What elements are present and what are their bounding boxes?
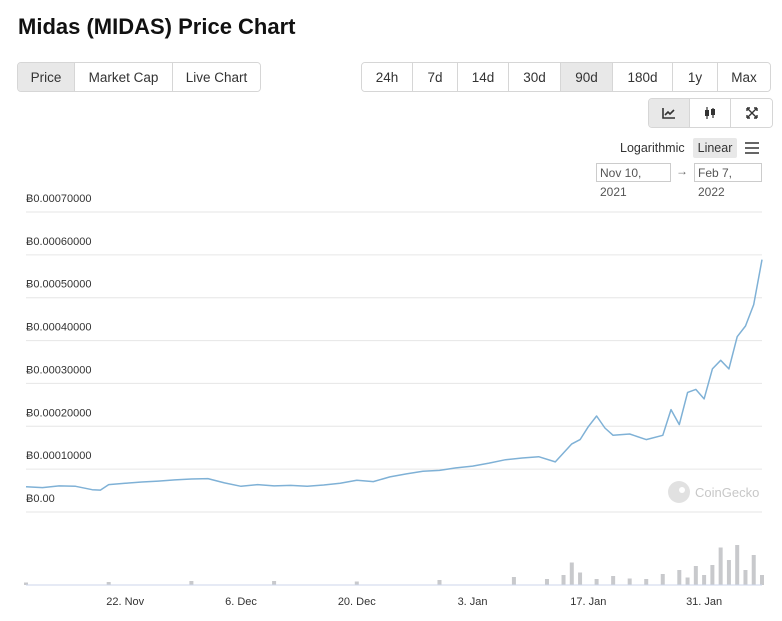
volume-bar [511,577,516,585]
date-range-arrow: → [676,164,688,178]
x-tick-label: 3. Jan [458,596,488,608]
fullscreen-button[interactable] [731,99,772,127]
x-tick-label: 17. Jan [570,596,606,608]
volume-bar [685,577,690,585]
linear-toggle[interactable]: Linear [692,138,738,158]
volume-bar [437,580,442,585]
volume-bar [726,560,731,585]
range-7d[interactable]: 7d [413,63,458,91]
date-to-input[interactable]: Feb 7, 2022 [694,163,762,199]
chart-tools [648,98,773,128]
page-title: Midas (MIDAS) Price Chart [18,14,296,39]
volume-bar [354,581,359,585]
candlestick-icon [705,107,715,119]
volume-bar [544,579,549,585]
x-tick-label: 31. Jan [686,596,722,608]
menu-icon[interactable] [745,142,760,154]
x-tick-label: 6. Dec [225,596,257,608]
volume-bar [743,570,748,585]
volume-bar [106,582,111,585]
line-chart-button[interactable] [649,99,690,127]
y-tick-label: Ƀ0.00 [26,493,55,505]
volume-bar [569,562,574,585]
volume-bar [272,581,277,585]
tab-price[interactable]: Price [18,63,75,91]
volume-bar [189,581,194,585]
range-tabs: 24h 7d 14d 30d 90d 180d 1y Max [361,62,771,92]
expand-icon [745,107,758,119]
range-14d[interactable]: 14d [458,63,509,91]
volume-bar [702,575,707,585]
volume-bar [760,575,764,585]
line-chart-icon [662,108,675,119]
x-tick-label: 20. Dec [338,596,376,608]
price-series-line [25,259,763,491]
volume-bar [644,579,649,585]
coingecko-logo-icon [668,481,690,503]
y-tick-label: Ƀ0.00070000 [26,193,91,205]
y-tick-label: Ƀ0.00060000 [26,236,91,248]
range-24h[interactable]: 24h [362,63,413,91]
volume-bar [693,566,698,585]
coingecko-watermark: CoinGecko [668,481,759,503]
y-tick-label: Ƀ0.00050000 [26,279,91,291]
y-tick-label: Ƀ0.00040000 [26,322,91,334]
tab-live-chart[interactable]: Live Chart [173,63,260,91]
price-chart[interactable]: Ƀ0.00 Ƀ0.00010000 Ƀ0.00020000 Ƀ0.00030000 Ƀ0… [0,190,782,621]
view-tabs: Price Market Cap Live Chart [17,62,261,92]
volume-bar [561,575,566,585]
tab-market-cap[interactable]: Market Cap [75,63,173,91]
scale-controls: Logarithmic Linear [600,137,770,159]
watermark-text: CoinGecko [695,484,760,500]
candlestick-button[interactable] [690,99,731,127]
volume-bar [751,555,756,585]
volume-bar [578,572,583,585]
range-max[interactable]: Max [718,63,770,91]
volume-bar [710,565,715,585]
volume-bar [677,570,682,585]
volume-bar [24,582,28,585]
y-tick-label: Ƀ0.00010000 [26,450,91,462]
range-30d[interactable]: 30d [509,63,561,91]
logarithmic-toggle[interactable]: Logarithmic [620,141,685,155]
volume-bar [611,576,616,585]
y-tick-label: Ƀ0.00020000 [26,407,91,419]
y-tick-label: Ƀ0.00030000 [26,364,91,376]
volume-bar [735,545,740,585]
range-1y[interactable]: 1y [673,63,718,91]
range-180d[interactable]: 180d [613,63,673,91]
range-90d[interactable]: 90d [561,63,613,91]
volume-bar [718,547,723,585]
volume-bar [660,574,665,585]
date-from-input[interactable]: Nov 10, 2021 [596,163,671,199]
x-tick-label: 22. Nov [106,596,144,608]
volume-bar [627,578,632,585]
volume-bar [594,579,599,585]
